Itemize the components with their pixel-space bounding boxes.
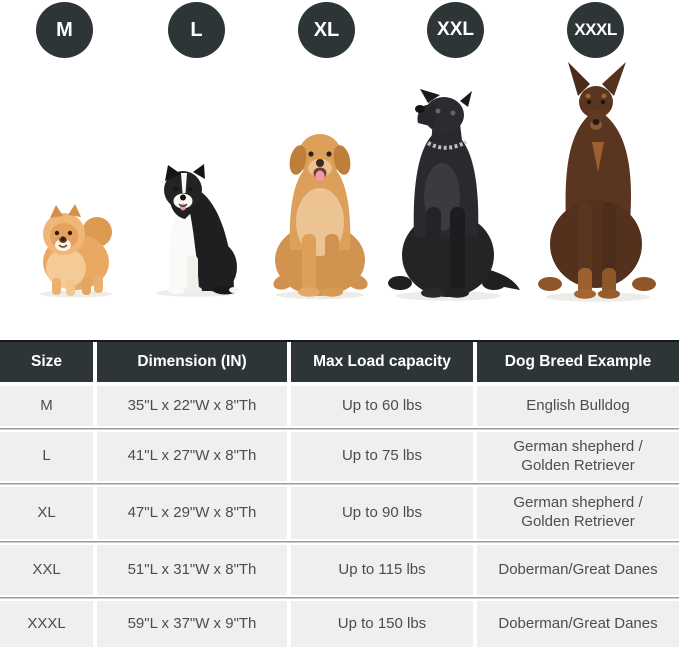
cell-size: XXXL <box>0 601 93 647</box>
cell-breed: Doberman/Great Danes <box>477 601 679 647</box>
cell-dimension: 47"L x 29"W x 8"Th <box>97 487 287 539</box>
table-row-xxl: XXL 51"L x 31"W x 8"Th Up to 115 lbs Dob… <box>0 545 679 595</box>
golden-retriever-dog-image <box>273 134 368 300</box>
row-divider <box>0 595 679 601</box>
table-header-row: Size Dimension (IN) Max Load capacity Do… <box>0 340 679 382</box>
doberman-dog-image <box>538 62 656 302</box>
table-row-m: M 35"L x 22"W x 8"Th Up to 60 lbs Englis… <box>0 386 679 426</box>
cell-breed: German shepherd / Golden Retriever <box>477 487 679 539</box>
table-row-xxxl: XXXL 59"L x 37"W x 9"Th Up to 150 lbs Do… <box>0 601 679 647</box>
table-row-xl: XL 47"L x 29"W x 8"Th Up to 90 lbs Germa… <box>0 487 679 539</box>
cell-breed: Doberman/Great Danes <box>477 545 679 595</box>
cell-size: XXL <box>0 545 93 595</box>
column-header-breed: Dog Breed Example <box>477 342 679 382</box>
cell-breed: German shepherd / Golden Retriever <box>477 432 679 481</box>
border-collie-dog-image <box>156 164 239 297</box>
size-badge-m: M <box>36 2 93 58</box>
cell-size: XL <box>0 487 93 539</box>
size-spec-table: Size Dimension (IN) Max Load capacity Do… <box>0 340 679 647</box>
cell-max-load: Up to 90 lbs <box>291 487 473 539</box>
row-divider <box>0 426 679 432</box>
row-divider <box>0 539 679 545</box>
size-badge-xxxl: XXXL <box>567 2 624 58</box>
cell-size: M <box>0 386 93 426</box>
column-header-dimension: Dimension (IN) <box>97 342 287 382</box>
column-header-max-load: Max Load capacity <box>291 342 473 382</box>
cell-breed: English Bulldog <box>477 386 679 426</box>
pomeranian-dog-image <box>40 204 112 298</box>
size-badge-l: L <box>168 2 225 58</box>
size-badge-xxl: XXL <box>427 2 484 58</box>
cell-dimension: 41"L x 27"W x 8"Th <box>97 432 287 481</box>
header-body-gap <box>0 382 679 386</box>
great-dane-dog-image <box>388 89 520 301</box>
cell-dimension: 51"L x 31"W x 8"Th <box>97 545 287 595</box>
row-divider <box>0 481 679 487</box>
cell-dimension: 59"L x 37"W x 9"Th <box>97 601 287 647</box>
cell-max-load: Up to 75 lbs <box>291 432 473 481</box>
cell-max-load: Up to 60 lbs <box>291 386 473 426</box>
column-header-size: Size <box>0 342 93 382</box>
cell-size: L <box>0 432 93 481</box>
size-badge-xl: XL <box>298 2 355 58</box>
cell-max-load: Up to 115 lbs <box>291 545 473 595</box>
table-row-l: L 41"L x 27"W x 8"Th Up to 75 lbs German… <box>0 432 679 481</box>
cell-dimension: 35"L x 22"W x 8"Th <box>97 386 287 426</box>
cell-max-load: Up to 150 lbs <box>291 601 473 647</box>
